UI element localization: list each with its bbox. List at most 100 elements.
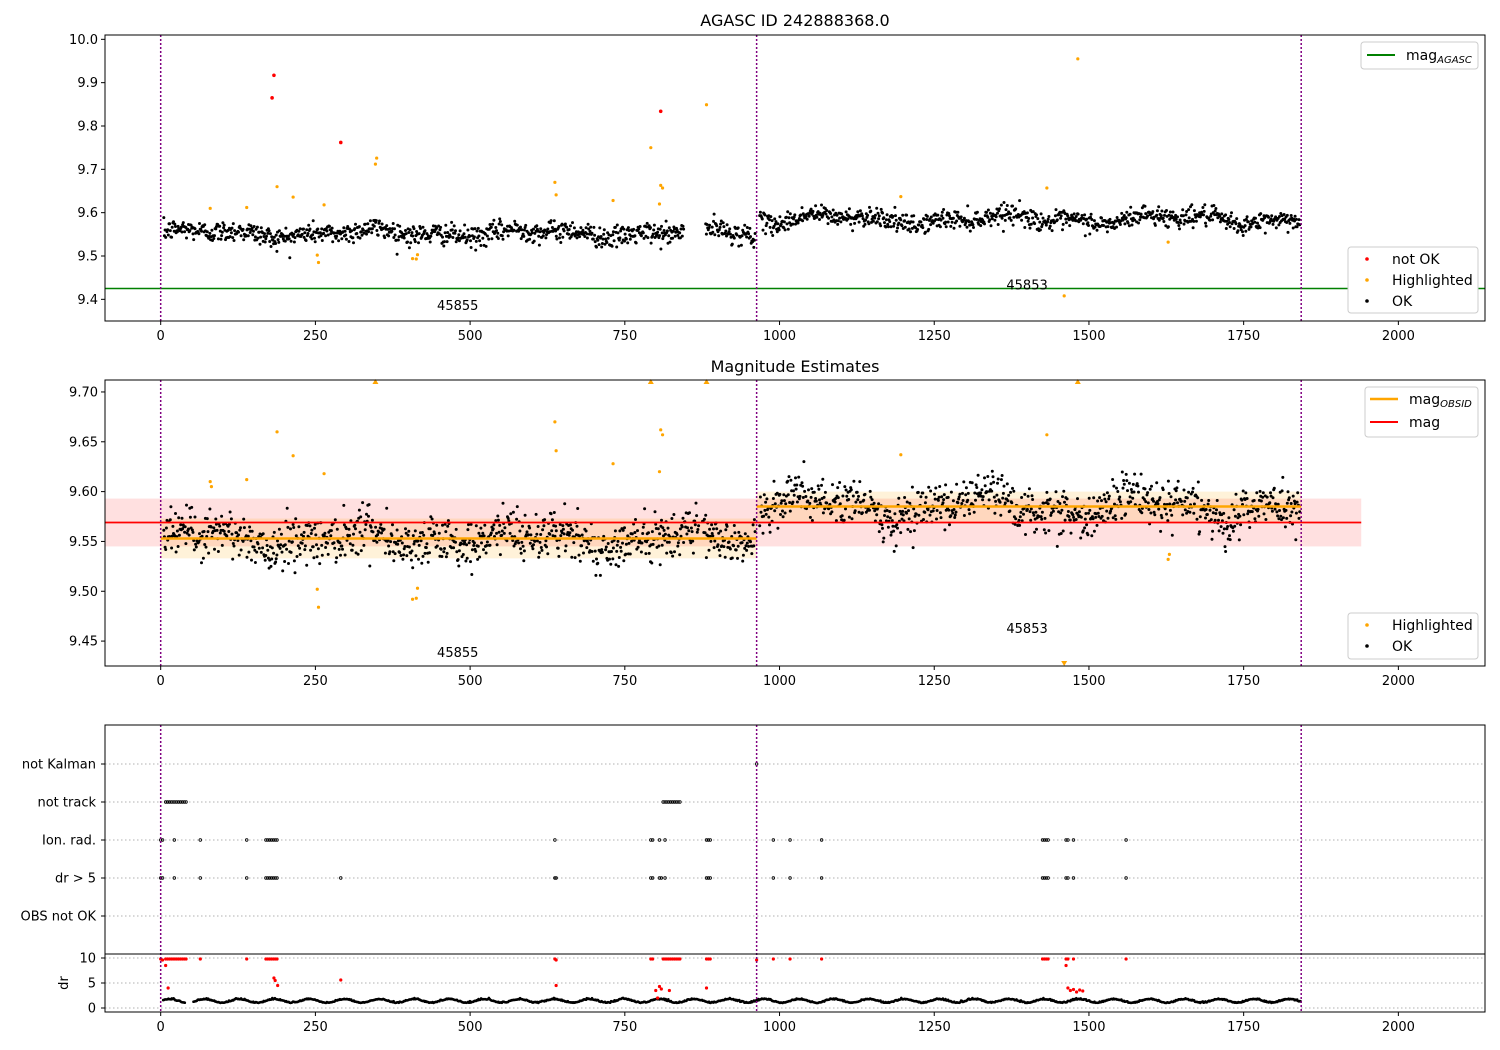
ok-point bbox=[185, 531, 189, 535]
ok-point bbox=[362, 231, 366, 235]
ok-point bbox=[979, 224, 983, 228]
ok-point bbox=[658, 234, 662, 238]
ok-point bbox=[382, 527, 386, 531]
ok-point bbox=[417, 241, 420, 245]
ok-point bbox=[652, 223, 656, 227]
ok-point bbox=[1024, 533, 1027, 536]
ok-point bbox=[597, 243, 601, 247]
ok-point bbox=[458, 229, 462, 233]
ok-point bbox=[704, 232, 708, 236]
ok-point bbox=[242, 238, 246, 242]
ok-point bbox=[231, 236, 235, 240]
ok-point bbox=[1248, 526, 1252, 529]
ok-point bbox=[801, 484, 805, 488]
ok-point bbox=[525, 530, 529, 534]
ok-point bbox=[655, 233, 659, 237]
ok-point bbox=[1288, 221, 1292, 225]
ok-point bbox=[908, 501, 912, 505]
ok-point bbox=[1088, 232, 1092, 236]
ok-point bbox=[560, 222, 564, 226]
ok-point bbox=[500, 223, 504, 227]
ok-point bbox=[483, 232, 487, 236]
ok-point bbox=[611, 557, 615, 561]
ok-point bbox=[910, 485, 914, 489]
ok-point bbox=[647, 531, 650, 535]
ok-point bbox=[1096, 499, 1100, 503]
ok-point bbox=[1181, 513, 1185, 517]
ok-point bbox=[237, 533, 240, 537]
ok-point bbox=[1176, 221, 1180, 224]
ok-point bbox=[695, 514, 699, 518]
ok-point bbox=[889, 533, 893, 537]
ok-point bbox=[561, 527, 565, 531]
ok-point bbox=[1009, 212, 1012, 216]
ok-point bbox=[220, 543, 224, 547]
x-tick-label: 1500 bbox=[1072, 674, 1105, 689]
ok-point bbox=[1159, 214, 1163, 218]
ok-point bbox=[1092, 529, 1096, 533]
ok-point bbox=[1067, 515, 1071, 518]
ok-point bbox=[1135, 482, 1139, 486]
ok-point bbox=[975, 210, 979, 214]
ok-point bbox=[830, 215, 834, 219]
ok-point bbox=[1258, 489, 1262, 493]
ok-point bbox=[792, 493, 796, 497]
ok-point bbox=[380, 531, 383, 535]
ok-point bbox=[171, 524, 175, 528]
ok-point bbox=[702, 517, 706, 521]
ok-point bbox=[926, 508, 930, 512]
ok-point bbox=[777, 228, 781, 232]
ok-point bbox=[913, 514, 917, 518]
ok-point bbox=[1273, 507, 1277, 511]
ok-point bbox=[562, 229, 566, 233]
ok-point bbox=[938, 511, 942, 515]
ok-point bbox=[312, 556, 316, 560]
ok-point bbox=[1293, 499, 1296, 503]
ok-point bbox=[200, 229, 203, 233]
ok-point bbox=[783, 511, 787, 515]
ok-point bbox=[218, 524, 222, 528]
ok-point bbox=[227, 522, 231, 526]
highlighted-point bbox=[415, 586, 420, 590]
ok-point bbox=[466, 528, 470, 532]
ok-point bbox=[1027, 217, 1031, 220]
ok-point bbox=[219, 237, 223, 241]
ok-point bbox=[269, 564, 273, 568]
ok-point bbox=[353, 227, 357, 231]
ok-point bbox=[362, 543, 366, 547]
ok-point bbox=[535, 539, 539, 543]
ok-point bbox=[494, 519, 498, 523]
ok-point bbox=[1222, 511, 1226, 515]
ok-point bbox=[1124, 472, 1128, 476]
legend-label: OK bbox=[1392, 639, 1413, 655]
ok-point bbox=[302, 235, 306, 239]
ok-point bbox=[557, 554, 561, 558]
ok-point bbox=[999, 478, 1003, 482]
ok-point bbox=[768, 218, 771, 222]
ok-point bbox=[929, 215, 933, 219]
ok-point bbox=[773, 509, 777, 513]
ok-point bbox=[544, 236, 548, 240]
highlighted-point bbox=[208, 206, 212, 210]
ok-point bbox=[288, 256, 292, 260]
ok-point bbox=[638, 225, 642, 228]
ok-point bbox=[526, 533, 530, 537]
ok-point bbox=[538, 230, 542, 234]
ok-point bbox=[1153, 513, 1157, 517]
ok-point bbox=[1122, 479, 1126, 482]
ok-point bbox=[254, 227, 258, 231]
ok-point bbox=[409, 241, 413, 245]
ok-point bbox=[877, 217, 881, 221]
ok-point bbox=[657, 544, 661, 548]
ok-point bbox=[325, 229, 329, 233]
ok-point bbox=[1105, 491, 1109, 495]
ok-point bbox=[786, 210, 790, 214]
flag-point bbox=[704, 838, 709, 842]
ok-point bbox=[863, 222, 867, 226]
ok-point bbox=[509, 512, 513, 516]
ok-point bbox=[810, 519, 814, 522]
ok-point bbox=[610, 244, 614, 248]
highlighted-point bbox=[410, 257, 415, 261]
flag-point bbox=[269, 876, 274, 880]
ok-point bbox=[822, 495, 826, 499]
